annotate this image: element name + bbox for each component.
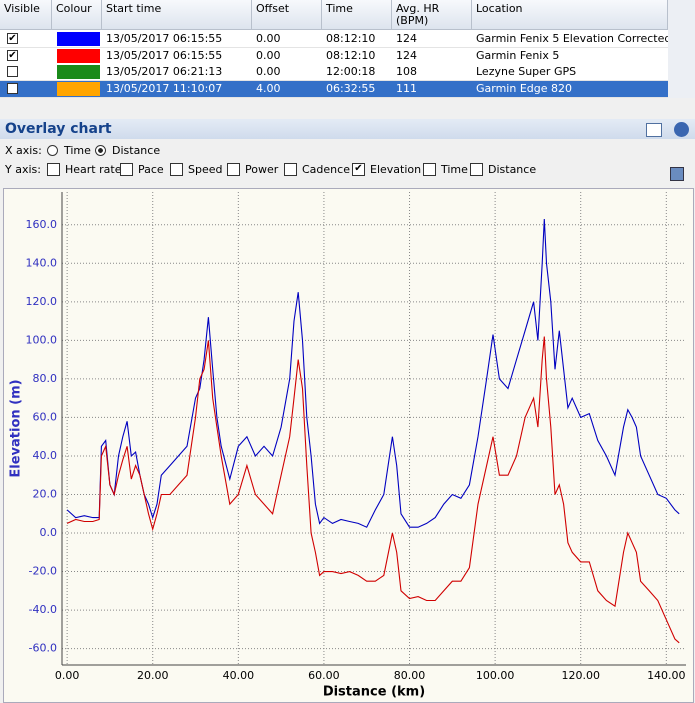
y-checkbox[interactable] <box>470 163 483 176</box>
cell-hr: 111 <box>396 81 417 95</box>
x-option-label[interactable]: Distance <box>112 144 161 157</box>
y-option-label[interactable]: Time <box>441 163 468 176</box>
cell-time: 06:32:55 <box>326 81 376 95</box>
x-axis-label: X axis: <box>5 144 42 157</box>
colour-swatch <box>57 48 100 63</box>
series-line <box>66 218 680 528</box>
y-option-label[interactable]: Pace <box>138 163 164 176</box>
y-tick-label: -40.0 <box>29 603 57 616</box>
y-checkbox[interactable] <box>284 163 297 176</box>
cell-start: 13/05/2017 06:15:55 <box>106 32 223 45</box>
y-checkbox[interactable]: ✔ <box>352 163 365 176</box>
y-tick-label: 160.0 <box>26 218 58 231</box>
layout-button[interactable] <box>646 123 662 137</box>
cell-location: Lezyne Super GPS <box>476 65 577 78</box>
y-tick-label: 40.0 <box>33 449 58 462</box>
colour-swatch <box>57 81 100 96</box>
y-checkbox[interactable] <box>120 163 133 176</box>
x-tick-label: 40.00 <box>223 669 255 682</box>
x-option-label[interactable]: Time <box>64 144 91 157</box>
panel-title: Overlay chart <box>5 121 112 137</box>
y-tick-label: -20.0 <box>29 565 57 578</box>
y-tick-label: 60.0 <box>33 410 58 423</box>
cell-offset: 4.00 <box>256 81 281 95</box>
y-option-label[interactable]: Heart rate <box>65 163 122 176</box>
y-tick-label: 120.0 <box>26 295 58 308</box>
table-row[interactable]: ✔ 13/05/2017 06:15:55 0.00 08:12:10 124 Garmi… <box>0 31 668 48</box>
cell-offset: 0.00 <box>256 32 281 45</box>
y-checkbox[interactable] <box>47 163 60 176</box>
visible-checkbox[interactable] <box>7 66 18 77</box>
x-tick-label: 80.00 <box>394 669 426 682</box>
scrollbar <box>668 0 695 98</box>
cell-time: 08:12:10 <box>326 48 376 62</box>
cell-time: 08:12:10 <box>326 32 376 45</box>
y-tick-label: 100.0 <box>26 333 58 346</box>
cell-hr: 124 <box>396 48 417 62</box>
series-line <box>66 336 680 644</box>
colour-swatch <box>57 32 100 46</box>
y-axis-label: Y axis: <box>5 163 41 176</box>
save-icon[interactable] <box>670 167 684 181</box>
y-option-label[interactable]: Elevation <box>370 163 422 176</box>
x-tick-label: 60.00 <box>308 669 340 682</box>
collapse-button[interactable] <box>674 122 689 137</box>
y-option-label[interactable]: Power <box>245 163 279 176</box>
column-header[interactable]: Visible <box>0 0 52 30</box>
column-header[interactable]: Colour <box>52 0 102 30</box>
cell-location: Garmin Fenix 5 <box>476 48 560 62</box>
cell-start: 13/05/2017 06:21:13 <box>106 65 223 78</box>
y-tick-label: 0.0 <box>40 526 58 539</box>
x-radio[interactable] <box>47 145 58 156</box>
column-header[interactable]: Avg. HR (BPM) <box>392 0 472 30</box>
cell-offset: 0.00 <box>256 65 281 78</box>
y-option-label[interactable]: Distance <box>488 163 537 176</box>
column-header[interactable]: Offset <box>252 0 322 30</box>
y-checkbox[interactable] <box>423 163 436 176</box>
x-tick-label: 0.00 <box>55 669 80 682</box>
y-tick-label: 20.0 <box>33 487 58 500</box>
chart: -60.0 -40.0 -20.0 0.0 20.0 40.0 60.0 80.0 100.0 1… <box>9 192 686 700</box>
x-tick-label: 120.00 <box>561 669 600 682</box>
table: Visible Colour Start time Offset Time Avg. HR… <box>0 0 668 98</box>
visible-checkbox[interactable]: ✔ <box>7 33 18 44</box>
x-radio[interactable] <box>95 145 106 156</box>
x-tick-label: 20.00 <box>137 669 169 682</box>
cell-start: 13/05/2017 11:10:07 <box>106 81 223 95</box>
y-tick-label: 80.0 <box>33 372 58 385</box>
x-tick-label: 100.00 <box>476 669 515 682</box>
x-tick-label: 140.00 <box>647 669 686 682</box>
table-row[interactable]: 13/05/2017 11:10:07 4.00 06:32:55 111 Garmin… <box>0 80 668 98</box>
colour-swatch <box>57 65 100 79</box>
cell-location: Garmin Edge 820 <box>476 81 573 95</box>
y-checkbox[interactable] <box>227 163 240 176</box>
y-axis-title: Elevation (m) <box>9 379 24 477</box>
y-option-label[interactable]: Cadence <box>302 163 350 176</box>
cell-offset: 0.00 <box>256 48 281 62</box>
cell-hr: 108 <box>396 65 417 78</box>
visible-checkbox[interactable]: ✔ <box>7 49 18 61</box>
cell-hr: 124 <box>396 32 417 45</box>
y-checkbox[interactable] <box>170 163 183 176</box>
y-tick-label: -60.0 <box>29 642 57 655</box>
visible-checkbox[interactable] <box>7 82 18 94</box>
chart-frame <box>3 188 694 703</box>
table-row[interactable]: 13/05/2017 06:21:13 0.00 12:00:18 108 Lezyne… <box>0 64 668 81</box>
table-row[interactable]: ✔ 13/05/2017 06:15:55 0.00 08:12:10 124 Garmi… <box>0 47 668 65</box>
y-option-label[interactable]: Speed <box>188 163 223 176</box>
cell-time: 12:00:18 <box>326 65 376 78</box>
x-axis-title: Distance (km) <box>323 685 425 700</box>
column-header[interactable]: Start time <box>102 0 252 30</box>
y-tick-label: 140.0 <box>26 256 58 269</box>
panel-header <box>0 119 695 139</box>
column-header[interactable]: Location <box>472 0 668 30</box>
column-header[interactable]: Time <box>322 0 392 30</box>
cell-location: Garmin Fenix 5 Elevation Corrected <box>476 32 668 45</box>
cell-start: 13/05/2017 06:15:55 <box>106 48 223 62</box>
